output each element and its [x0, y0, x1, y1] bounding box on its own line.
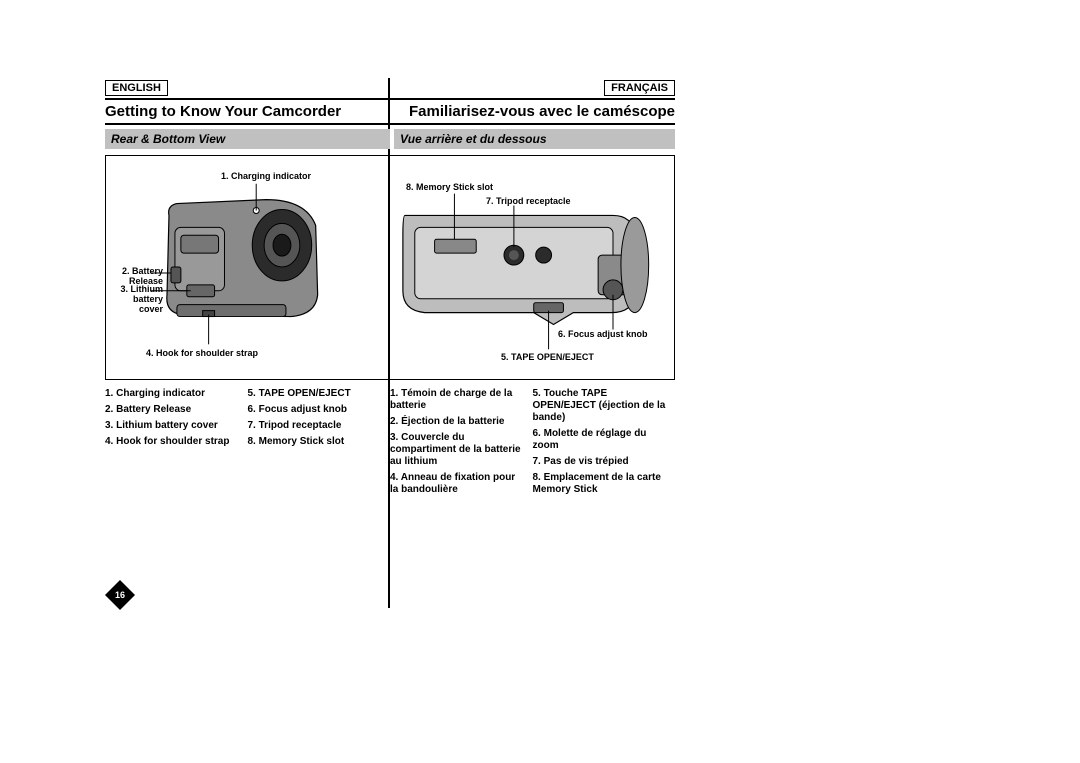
legend-item: 2. Battery Release	[105, 404, 240, 416]
callout-7: 7. Tripod receptacle	[486, 196, 571, 206]
title-en: Getting to Know Your Camcorder	[105, 103, 341, 120]
legend-item: 4. Anneau de fixation pour la bandoulièr…	[390, 472, 525, 496]
callout-8: 8. Memory Stick slot	[406, 182, 493, 192]
legend-item: 1. Témoin de charge de la batterie	[390, 388, 525, 412]
legend-item: 1. Charging indicator	[105, 388, 240, 400]
lang-en: ENGLISH	[105, 80, 168, 96]
legend-item: 5. Touche TAPE OPEN/EJECT (éjection de l…	[533, 388, 668, 424]
callout-2: 2. Battery Release	[108, 266, 163, 286]
legend-item: 7. Pas de vis trépied	[533, 456, 668, 468]
legend-item: 8. Emplacement de la carte Memory Stick	[533, 472, 668, 496]
legend-item: 2. Éjection de la batterie	[390, 416, 525, 428]
legend-fr-col-b: 5. Touche TAPE OPEN/EJECT (éjection de l…	[533, 388, 676, 500]
legend-item: 3. Couvercle du compartiment de la batte…	[390, 432, 525, 468]
subtitle-en: Rear & Bottom View	[105, 129, 390, 149]
page-content: ENGLISH FRANÇAIS Getting to Know Your Ca…	[105, 80, 675, 500]
callout-3: 3. Lithium battery cover	[108, 284, 163, 314]
page-number: 16	[115, 590, 125, 600]
lang-fr: FRANÇAIS	[604, 80, 675, 96]
legend-item: 6. Molette de réglage du zoom	[533, 428, 668, 452]
legend-item: 5. TAPE OPEN/EJECT	[248, 388, 383, 400]
callout-4: 4. Hook for shoulder strap	[146, 348, 258, 358]
title-fr: Familiarisez-vous avec le caméscope	[409, 103, 675, 120]
title-bar: Getting to Know Your Camcorder Familiari…	[105, 98, 675, 125]
legend-item: 7. Tripod receptacle	[248, 420, 383, 432]
language-labels: ENGLISH FRANÇAIS	[105, 80, 675, 96]
legend-en-col-b: 5. TAPE OPEN/EJECT 6. Focus adjust knob …	[248, 388, 391, 500]
legend-item: 8. Memory Stick slot	[248, 436, 383, 448]
legend-fr-col-a: 1. Témoin de charge de la batterie 2. Éj…	[390, 388, 533, 500]
diagram-box: 1. Charging indicator 2. Battery Release…	[105, 155, 675, 380]
callout-6: 6. Focus adjust knob	[558, 329, 648, 339]
camcorder-diagram	[106, 156, 674, 379]
callout-5: 5. TAPE OPEN/EJECT	[501, 352, 594, 362]
subtitle-bar: Rear & Bottom View Vue arrière et du des…	[105, 129, 675, 149]
legend-item: 6. Focus adjust knob	[248, 404, 383, 416]
legend-item: 4. Hook for shoulder strap	[105, 436, 240, 448]
legend: 1. Charging indicator 2. Battery Release…	[105, 388, 675, 500]
legend-en-col-a: 1. Charging indicator 2. Battery Release…	[105, 388, 248, 500]
callout-1: 1. Charging indicator	[221, 171, 311, 181]
subtitle-fr: Vue arrière et du dessous	[390, 129, 675, 149]
legend-item: 3. Lithium battery cover	[105, 420, 240, 432]
